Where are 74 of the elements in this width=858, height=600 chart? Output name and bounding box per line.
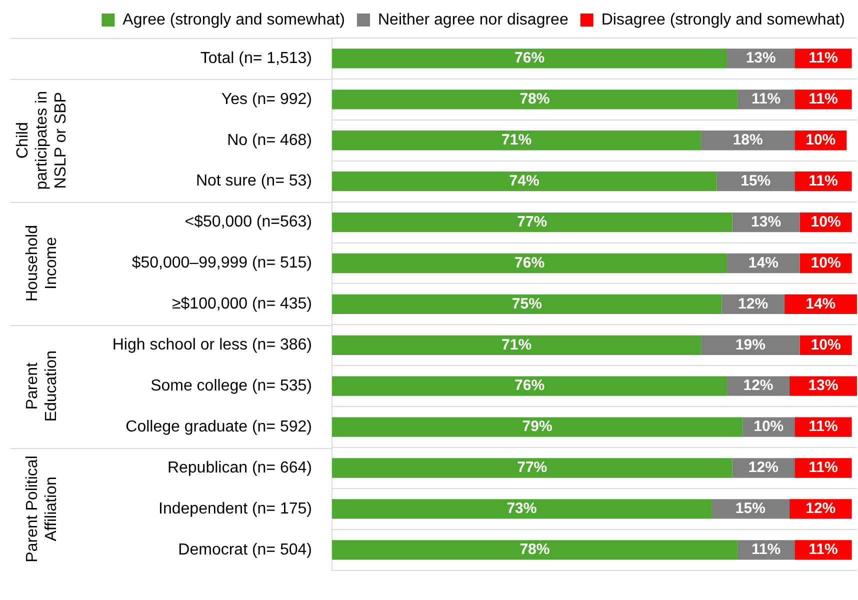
data-label: 12% xyxy=(748,459,778,476)
bar xyxy=(332,48,728,68)
data-label: 11% xyxy=(808,541,838,558)
data-label: 75% xyxy=(512,295,542,312)
y-tick-label: Total (n= 1,513) xyxy=(200,50,312,67)
bar xyxy=(332,458,732,478)
data-label: 11% xyxy=(808,172,838,190)
bar xyxy=(332,212,732,232)
y-tick-label: Democrat (n= 504) xyxy=(178,541,312,558)
bar xyxy=(332,417,743,437)
data-label: 18% xyxy=(732,132,763,149)
data-label: 77% xyxy=(517,459,548,476)
data-label: 78% xyxy=(520,541,550,558)
data-label: 76% xyxy=(514,254,545,272)
data-label: 74% xyxy=(509,172,540,190)
bar xyxy=(332,172,717,192)
text: Parent Political Affiliation xyxy=(24,456,60,562)
y-tick-label: Some college (n= 535) xyxy=(150,378,312,395)
data-label: 14% xyxy=(748,254,778,272)
bar xyxy=(701,335,800,355)
data-label: 78% xyxy=(520,90,550,108)
y-tick-label: <$50,000 (n=563) xyxy=(184,214,312,231)
data-label: 12% xyxy=(738,295,768,312)
text: Household Income xyxy=(24,224,60,302)
y-tick-label: College graduate (n= 592) xyxy=(126,418,312,436)
data-label: 10% xyxy=(810,213,841,230)
data-label: 11% xyxy=(751,90,781,108)
legend-label: Neither agree nor disagree xyxy=(378,11,568,28)
bar xyxy=(332,499,712,519)
data-label: 71% xyxy=(502,336,532,354)
bar xyxy=(332,90,738,110)
data-label: 11% xyxy=(808,90,838,108)
bar xyxy=(332,253,728,274)
legend-label: Disagree (strongly and somewhat) xyxy=(601,11,846,28)
data-label: 11% xyxy=(808,50,838,67)
data-label: 12% xyxy=(743,377,774,394)
bar xyxy=(332,540,738,560)
data-label: 76% xyxy=(514,50,545,67)
data-label: 13% xyxy=(746,50,776,67)
y-tick-label: No (n= 468) xyxy=(227,132,312,149)
bar xyxy=(711,499,790,519)
bar xyxy=(332,376,728,396)
data-label: 13% xyxy=(751,213,782,230)
y-tick-label: High school or less (n= 386) xyxy=(112,336,312,354)
data-label: 10% xyxy=(754,418,784,436)
data-label: 10% xyxy=(810,336,841,354)
data-label: 15% xyxy=(735,500,766,518)
text: Parent Education xyxy=(24,350,60,422)
y-tick-label: Independent (n= 175) xyxy=(158,500,312,518)
y-tick-label: Republican (n= 664) xyxy=(167,459,312,476)
y-tick-label: ≥$100,000 (n= 435) xyxy=(172,296,312,313)
legend-label: Agree (strongly and somewhat) xyxy=(122,11,345,28)
bar xyxy=(332,294,722,314)
data-label: 15% xyxy=(740,172,771,190)
data-label: 14% xyxy=(806,295,836,312)
y-tick-label: Yes (n= 992) xyxy=(221,90,312,108)
data-label: 79% xyxy=(522,418,552,436)
data-label: 73% xyxy=(506,500,537,518)
data-label: 11% xyxy=(808,459,838,476)
data-label: 71% xyxy=(502,132,532,149)
bar xyxy=(332,335,702,355)
data-label: 11% xyxy=(808,418,838,436)
text: Child participates in NSLP or SBP xyxy=(14,91,70,190)
data-label: 76% xyxy=(514,377,545,394)
y-tick-label: $50,000–99,999 (n= 515) xyxy=(132,254,312,272)
data-label: 12% xyxy=(806,500,836,518)
data-label: 13% xyxy=(808,377,838,394)
y-tick-label: Not sure (n= 53) xyxy=(196,172,312,190)
data-label: 11% xyxy=(751,541,781,558)
data-label: 19% xyxy=(735,336,766,354)
data-label: 10% xyxy=(810,254,841,272)
data-label: 77% xyxy=(517,213,548,230)
bar xyxy=(332,130,702,150)
data-label: 10% xyxy=(806,132,836,149)
